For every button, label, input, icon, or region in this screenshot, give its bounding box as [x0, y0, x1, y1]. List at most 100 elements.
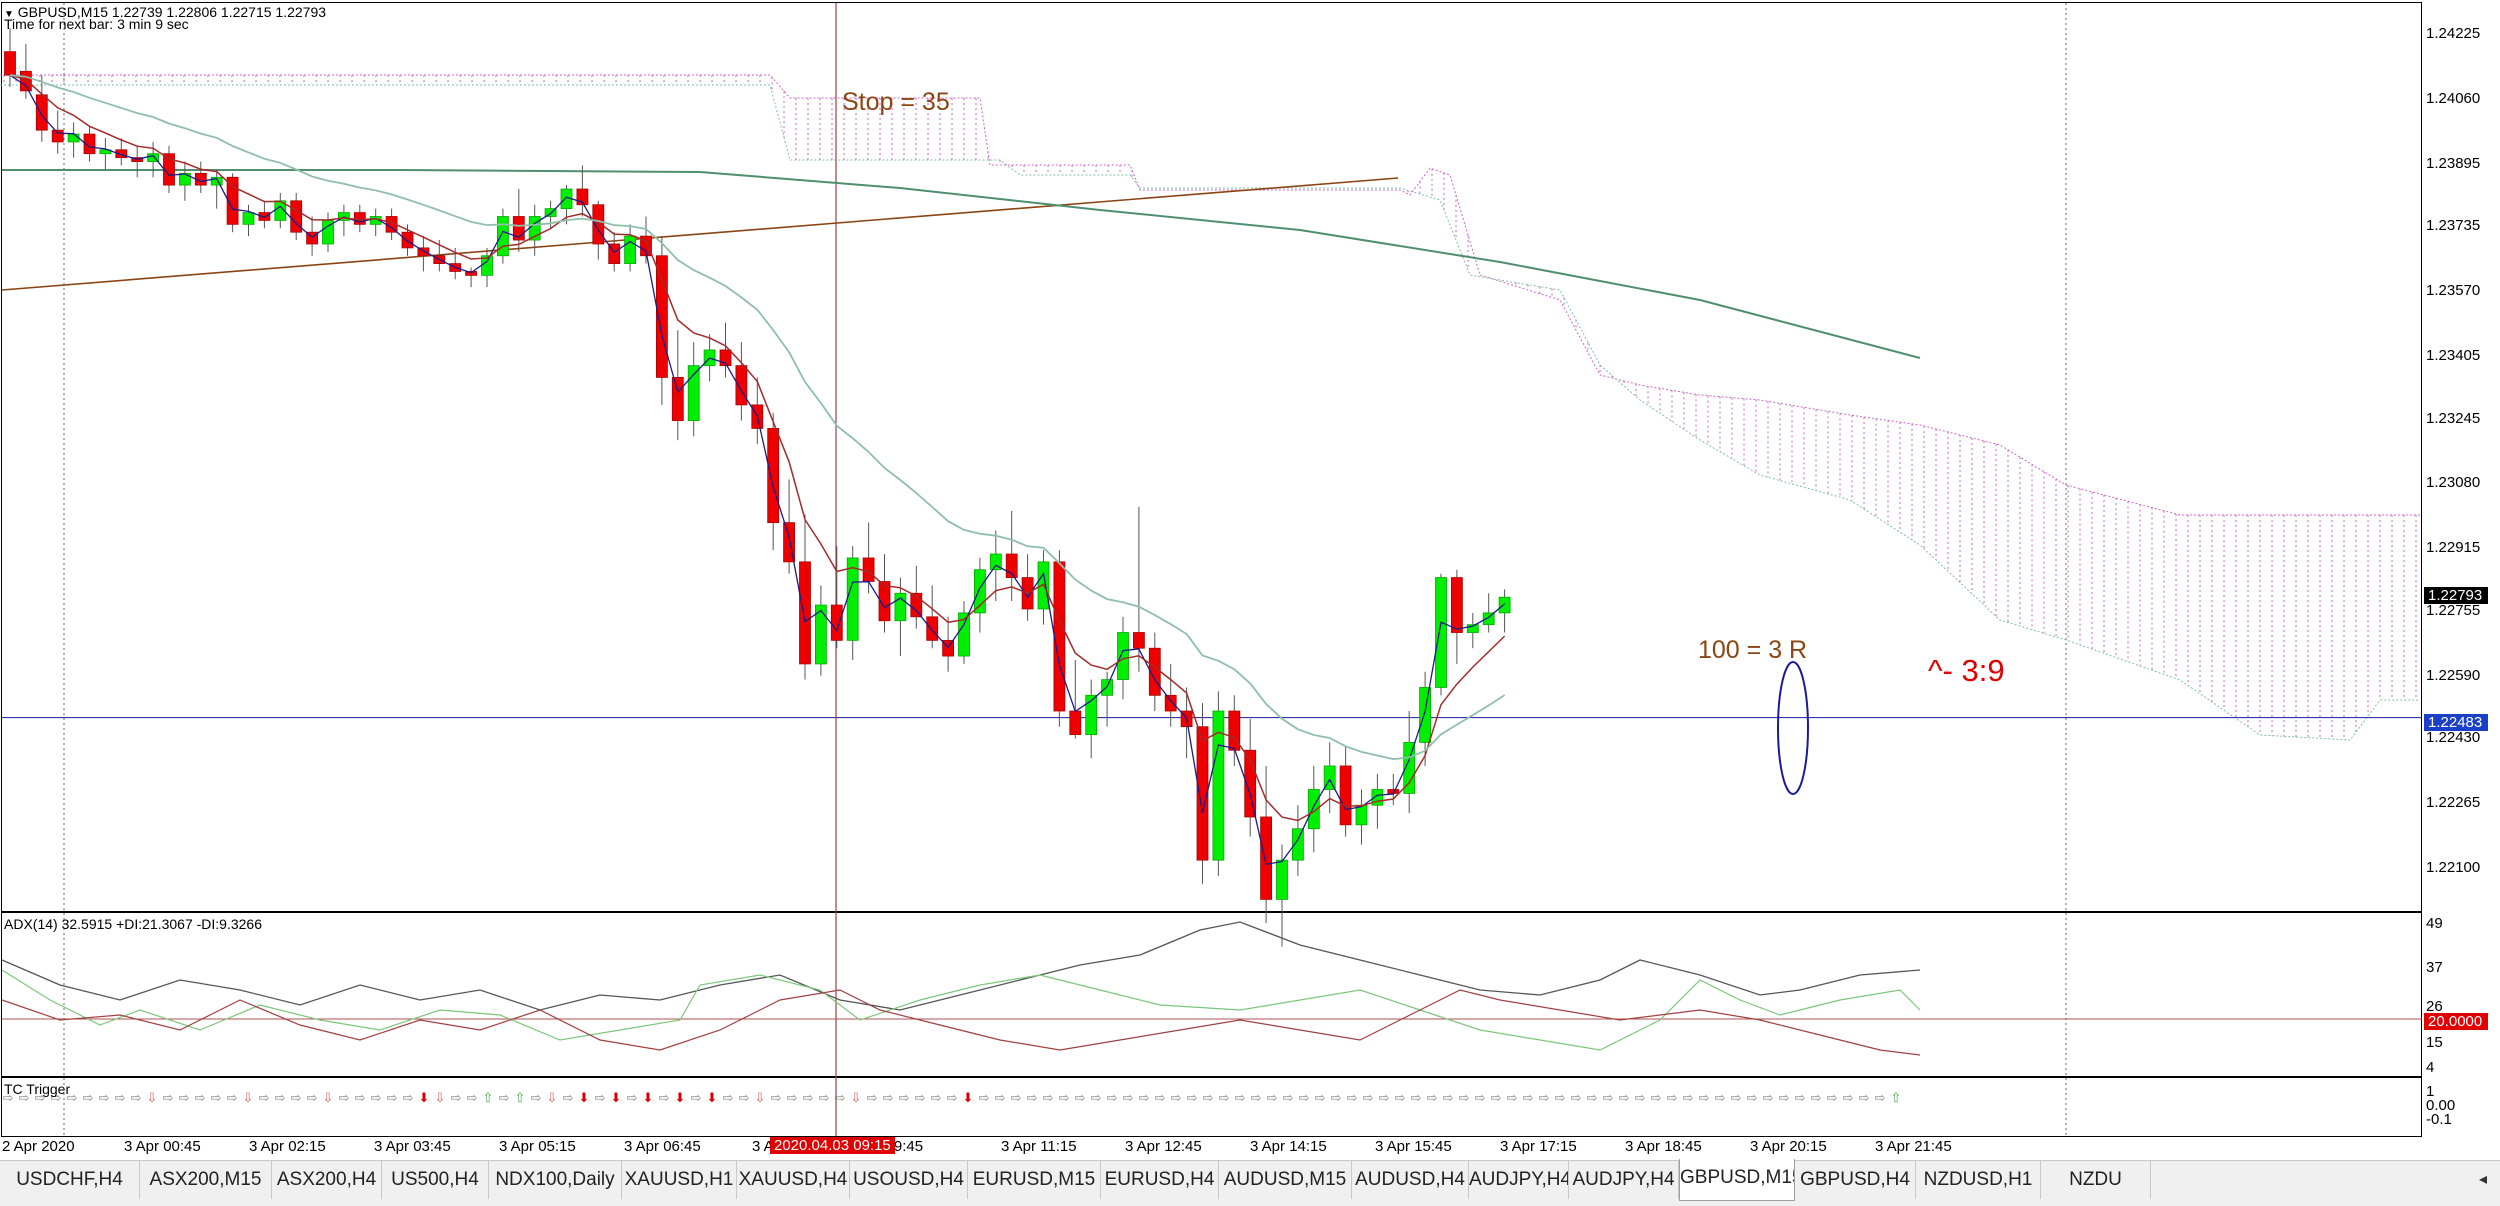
adx-panel[interactable] [1, 912, 2422, 1077]
chart-tab[interactable]: AUDUSD,M15 [1219, 1161, 1352, 1199]
chart-tab[interactable]: AUDJPY,H4 [1569, 1161, 1679, 1199]
tc-scale-label: 1 [2426, 1083, 2435, 1100]
candle-body [783, 522, 795, 563]
chart-tab[interactable]: EURUSD,H4 [1101, 1161, 1219, 1199]
symbol-line: GBPUSD,M15 1.22739 1.22806 1.22715 1.227… [17, 4, 327, 20]
tc-trigger-arrow: ⇨ [179, 1091, 190, 1106]
candle-body [401, 231, 414, 249]
plus-di-line [1, 969, 1921, 1051]
chart-tab[interactable]: AUDJPY,H4 [1469, 1161, 1569, 1199]
chart-tab[interactable]: AUDUSD,H4 [1352, 1161, 1469, 1199]
candle-body [67, 133, 80, 143]
candle-body [353, 212, 366, 225]
chart-tab[interactable]: EURUSD,M15 [968, 1161, 1101, 1199]
chart-tab[interactable]: US500,H4 [382, 1161, 489, 1199]
tc-trigger-arrow: ⇨ [115, 1091, 126, 1106]
chart-tab[interactable]: XAUUSD,H1 [622, 1161, 737, 1199]
tc-trigger-arrow: ⇨ [659, 1091, 670, 1106]
tc-trigger-arrow: ⇨ [259, 1091, 270, 1106]
candle-body [1164, 694, 1177, 712]
tc-trigger-arrow: ⇨ [1859, 1091, 1870, 1106]
candle-body [719, 349, 732, 367]
tc-trigger-arrow: ⇨ [1219, 1091, 1230, 1106]
time-axis-label: 3 Apr 11:15 [1001, 1138, 1077, 1155]
tc-trigger-arrow: ⇨ [1123, 1091, 1134, 1106]
candle-body [1307, 789, 1320, 830]
tc-trigger-arrow: ⇨ [1539, 1091, 1550, 1106]
tc-trigger-arrow: ⇨ [1699, 1091, 1710, 1106]
candle-body [862, 557, 875, 582]
candle-body [1403, 742, 1416, 794]
tc-trigger-arrow: ⇨ [1203, 1091, 1214, 1106]
tc-trigger-arrow: ⇨ [387, 1091, 398, 1106]
candle-body [1371, 789, 1384, 806]
tc-trigger-arrow: ⇨ [531, 1091, 542, 1106]
chart-tab[interactable]: NZDU [2041, 1161, 2151, 1199]
tc-trigger-arrow: ⇨ [1283, 1091, 1294, 1106]
tc-trigger-arrow: ⇩ [755, 1091, 766, 1106]
chart-tab[interactable]: USDCHF,H4 [0, 1161, 140, 1199]
time-axis-label: 3 Apr 17:15 [1500, 1138, 1577, 1155]
adx-level-badge: 20.0000 [2424, 1013, 2488, 1030]
tc-trigger-arrow: ⇨ [1059, 1091, 1070, 1106]
time-axis-label: 3 Apr 20:15 [1750, 1138, 1827, 1155]
chart-window[interactable]: ⇨ ⇨ ⇨ ⇨ ⇨ ⇨ ⇨ ⇨ ⇨ ⇩ ⇨ ⇨ ⇨ ⇨ ⇨ ⇩ ⇨ ⇨ ⇨ ⇨ ⇩ ⇨ ⇨ ⇨ ⇨ ⇨ ⬇ ⇩ ⇨ ⇨ ⇧ ⇨ ⇧ ⇨ ⇩ ⇨ ⬇ ⇨ ⬇ ⇨… [0, 0, 2500, 1160]
tc-trigger-arrow: ⇨ [499, 1091, 510, 1106]
tc-trigger-arrow: ⇨ [739, 1091, 750, 1106]
tc-trigger-arrow: ⇨ [403, 1091, 414, 1106]
tc-trigger-arrow: ⇨ [1571, 1091, 1582, 1106]
slow-ema [9, 74, 1506, 761]
adx-scale-label: 4 [2426, 1059, 2435, 1076]
tc-trigger-arrow: ⇨ [195, 1091, 206, 1106]
tc-trigger-arrow: ⇨ [1363, 1091, 1374, 1106]
tc-trigger-arrow: ⇨ [51, 1091, 62, 1106]
tc-trigger-arrow: ⇨ [1379, 1091, 1390, 1106]
time-axis-label: 3 Apr 15:45 [1375, 1138, 1452, 1155]
tc-trigger-arrow: ⇧ [483, 1091, 494, 1106]
tab-scroll-left-icon[interactable]: ◂ [2478, 1171, 2488, 1188]
fast-moving-average [9, 74, 1506, 866]
tc-trigger-arrow: ⇨ [1475, 1091, 1486, 1106]
candle-body [226, 176, 239, 225]
tc-trigger-arrow: ⇩ [851, 1091, 862, 1106]
chart-tab[interactable]: XAUUSD,H4 [737, 1161, 850, 1199]
tc-trigger-arrow: ⇨ [803, 1091, 814, 1106]
tc-trigger-arrow: ⇨ [867, 1091, 878, 1106]
candle-body [1117, 632, 1129, 681]
adx-scale-label: 26 [2426, 998, 2443, 1015]
candle-body [910, 592, 923, 618]
chart-tab[interactable]: NDX100,Daily [489, 1161, 622, 1199]
trendline [1, 177, 1399, 291]
tc-trigger-arrow: ⇧ [1891, 1091, 1902, 1106]
collapse-triangle-icon[interactable]: ▼ [4, 9, 14, 20]
candle-body [1212, 710, 1225, 861]
tc-trigger-arrow: ⇨ [1875, 1091, 1886, 1106]
time-axis-label: 3 Apr 18:45 [1625, 1138, 1702, 1155]
chart-tab[interactable]: ASX200,M15 [140, 1161, 272, 1199]
chart-tab[interactable]: GBPUSD,H4 [1795, 1161, 1916, 1199]
tc-trigger-arrow: ⇨ [627, 1091, 638, 1106]
tc-trigger-arrow: ⇨ [1411, 1091, 1422, 1106]
candle-body [1196, 726, 1209, 861]
chart-tab-bar: USDCHF,H4 ASX200,M15 ASX200,H4 US500,H4 NDX1… [0, 1159, 2500, 1206]
chart-tab[interactable]: USOUSD,H4 [850, 1161, 968, 1199]
chart-tab[interactable]: ASX200,H4 [272, 1161, 382, 1199]
candle-body [512, 216, 525, 241]
time-axis-label: 2 Apr 2020 [2, 1138, 75, 1155]
tc-trigger-arrow: ⇨ [1603, 1091, 1614, 1106]
tc-trigger-arrow: ⇨ [1027, 1091, 1038, 1106]
chart-tab[interactable]: NZDUSD,H1 [1916, 1161, 2041, 1199]
candle-body [1435, 577, 1447, 688]
main-price-panel[interactable] [1, 2, 2422, 912]
adx-title: ADX(14) 32.5915 +DI:21.3067 -DI:9.3266 [4, 916, 263, 932]
tc-trigger-arrow: ⇨ [1523, 1091, 1534, 1106]
candle-body [926, 616, 939, 641]
tc-trigger-arrow: ⇨ [899, 1091, 910, 1106]
tc-trigger-arrow: ⇩ [547, 1091, 558, 1106]
candle-body [1260, 816, 1272, 900]
tc-trigger-panel[interactable] [1, 1077, 2422, 1137]
tc-trigger-arrow: ⇨ [915, 1091, 926, 1106]
tc-trigger-arrow: ⬇ [963, 1091, 974, 1106]
adx-scale-label: 49 [2426, 915, 2443, 932]
chart-tab[interactable]: GBPUSD,M15 [1679, 1159, 1795, 1201]
